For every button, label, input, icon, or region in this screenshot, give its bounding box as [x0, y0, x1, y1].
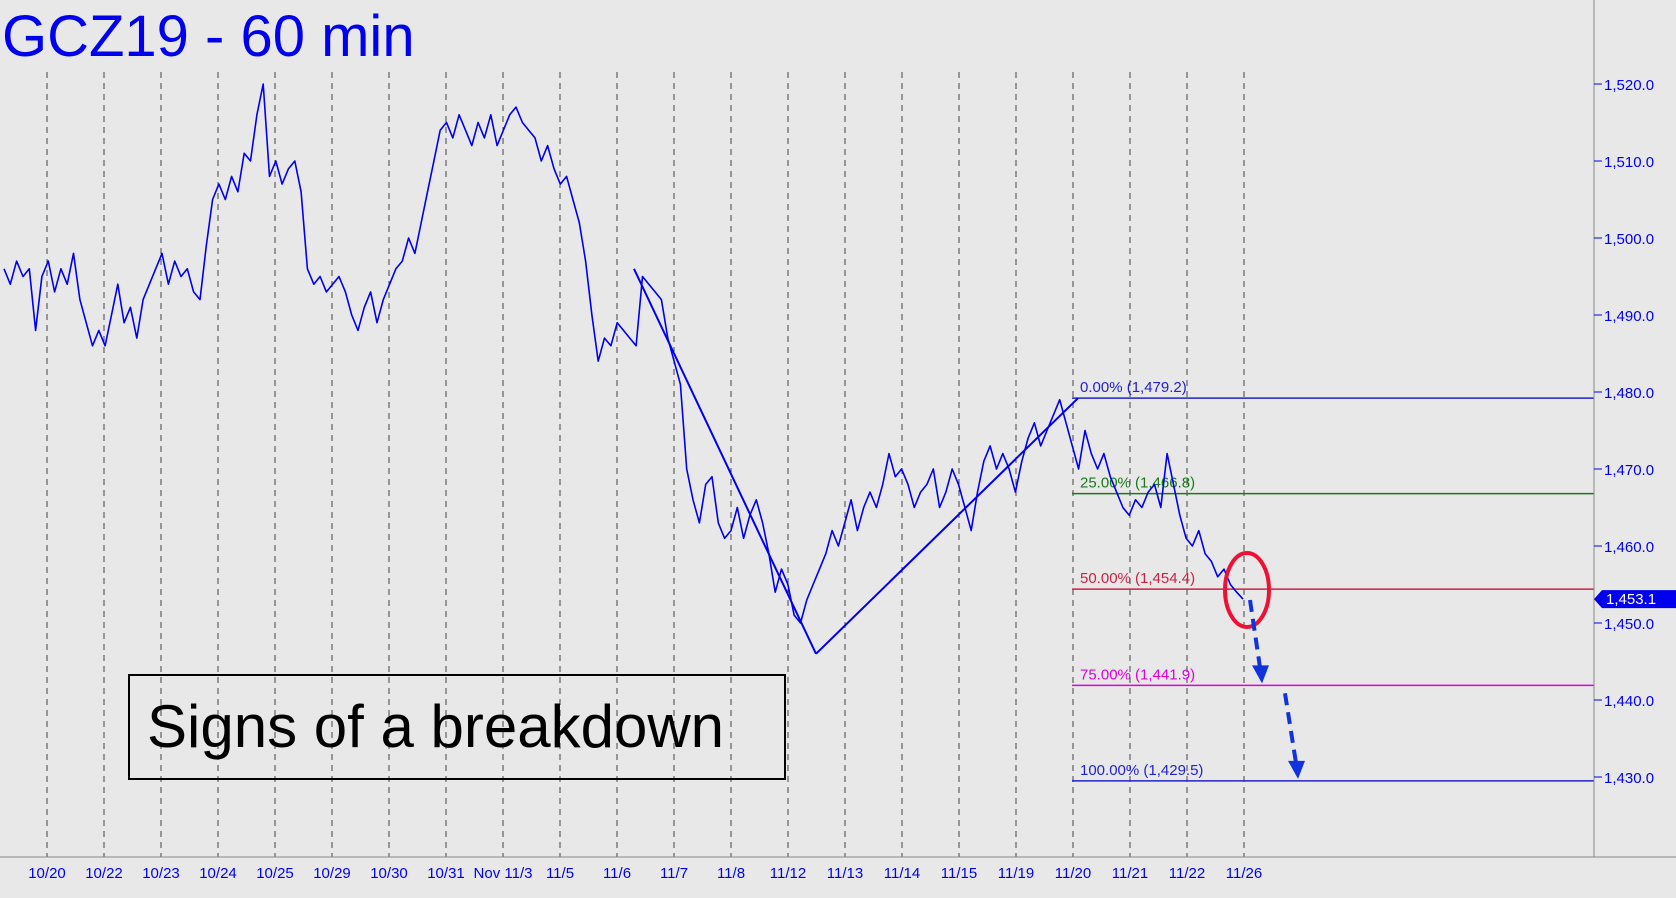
last-price-label: 1,453.1: [1606, 591, 1656, 608]
annotation-box: [128, 674, 786, 780]
arrowhead-1: [1252, 665, 1269, 684]
arrowhead-2: [1288, 760, 1305, 779]
swing-up-line: [815, 397, 1079, 655]
projection-arrow-2: [1283, 693, 1298, 764]
swing-down-line: [633, 268, 817, 655]
last-price-badge: [1594, 590, 1676, 609]
x-tick-label: 11/6: [603, 865, 631, 882]
x-tick-label: 11/8: [717, 865, 745, 882]
breakdown-circle: [1223, 551, 1271, 629]
fib-level-label: 50.00% (1,454.4): [1080, 570, 1195, 587]
x-tick-label: 11/21: [1112, 865, 1148, 882]
y-tick-label: 1,450.0: [1604, 616, 1654, 633]
price-series: [3, 83, 1244, 624]
projection: [1223, 551, 1305, 779]
x-tick-label: 10/23: [142, 865, 180, 882]
y-tick-label: 1,460.0: [1604, 539, 1654, 556]
fib-level-label: 25.00% (1,466.8): [1080, 475, 1195, 492]
x-tick-label: 11/5: [546, 865, 574, 882]
grid: [46, 72, 1245, 857]
y-tick-label: 1,510.0: [1604, 154, 1654, 171]
x-tick-label: 11/20: [1055, 865, 1091, 882]
y-tick-label: 1,440.0: [1604, 693, 1654, 710]
annotation-text: Signs of a breakdown: [147, 693, 724, 760]
x-tick-label: 11/7: [660, 865, 688, 882]
projection-arrow-1: [1248, 599, 1262, 668]
x-tick-label: Nov 11/3: [474, 865, 533, 882]
y-tick-label: 1,490.0: [1604, 308, 1654, 325]
x-tick-label: 10/31: [427, 865, 465, 882]
x-tick-label: 10/20: [28, 865, 66, 882]
x-tick-label: 10/24: [199, 865, 237, 882]
swing-lines: [633, 268, 1079, 655]
x-tick-label: 11/14: [884, 865, 920, 882]
price-line: [3, 83, 1244, 624]
y-tick-label: 1,470.0: [1604, 462, 1654, 479]
x-tick-label: 10/25: [256, 865, 294, 882]
y-tick-label: 1,480.0: [1604, 385, 1654, 402]
y-tick-label: 1,430.0: [1604, 770, 1654, 787]
fib-level-label: 100.00% (1,429.5): [1080, 762, 1203, 779]
x-tick-label: 11/13: [827, 865, 863, 882]
x-tick-label: 11/12: [770, 865, 806, 882]
x-tick-label: 11/15: [941, 865, 977, 882]
x-tick-label: 11/22: [1169, 865, 1205, 882]
x-tick-label: 11/19: [998, 865, 1034, 882]
fib-levels: 0.00% (1,479.2) 25.00% (1,466.8) 50.00% (1…: [1072, 379, 1594, 782]
y-tick-label: 1,500.0: [1604, 231, 1654, 248]
x-tick-label: 10/30: [370, 865, 408, 882]
chart-title: GCZ19 - 60 min: [2, 4, 415, 69]
x-tick-label: 11/26: [1226, 865, 1262, 882]
fib-level-label: 0.00% (1,479.2): [1080, 379, 1187, 396]
x-tick-label: 10/29: [313, 865, 351, 882]
x-tick-label: 10/22: [85, 865, 123, 882]
y-tick-label: 1,520.0: [1604, 77, 1654, 94]
fib-level-label: 75.00% (1,441.9): [1080, 666, 1195, 683]
